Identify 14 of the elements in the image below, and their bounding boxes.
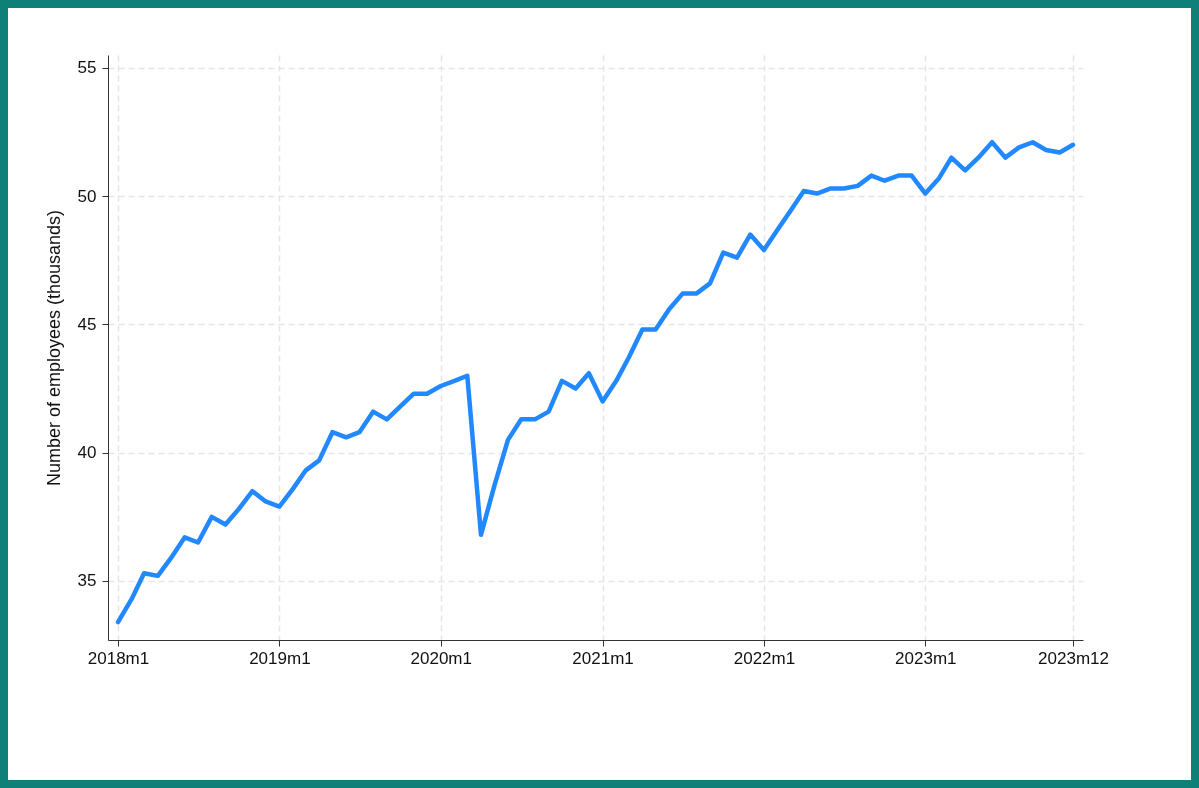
y-tick-label: 45 bbox=[77, 314, 97, 334]
y-tick-label: 50 bbox=[77, 186, 97, 206]
y-tick-label: 40 bbox=[77, 443, 97, 463]
x-tick-label: 2020m1 bbox=[410, 648, 472, 668]
x-tick-label: 2023m12 bbox=[1038, 648, 1109, 668]
x-tick-label: 2021m1 bbox=[572, 648, 634, 668]
x-tick-label: 2019m1 bbox=[249, 648, 311, 668]
y-axis-title: Number of employees (thousands) bbox=[43, 209, 64, 487]
x-tick-label: 2022m1 bbox=[733, 648, 796, 668]
x-tick-label: 2018m1 bbox=[87, 648, 150, 668]
y-tick-label: 55 bbox=[77, 58, 97, 78]
y-tick-label: 35 bbox=[77, 571, 97, 591]
line-series bbox=[115, 139, 1076, 625]
x-tick-label: 2023m1 bbox=[895, 648, 957, 668]
